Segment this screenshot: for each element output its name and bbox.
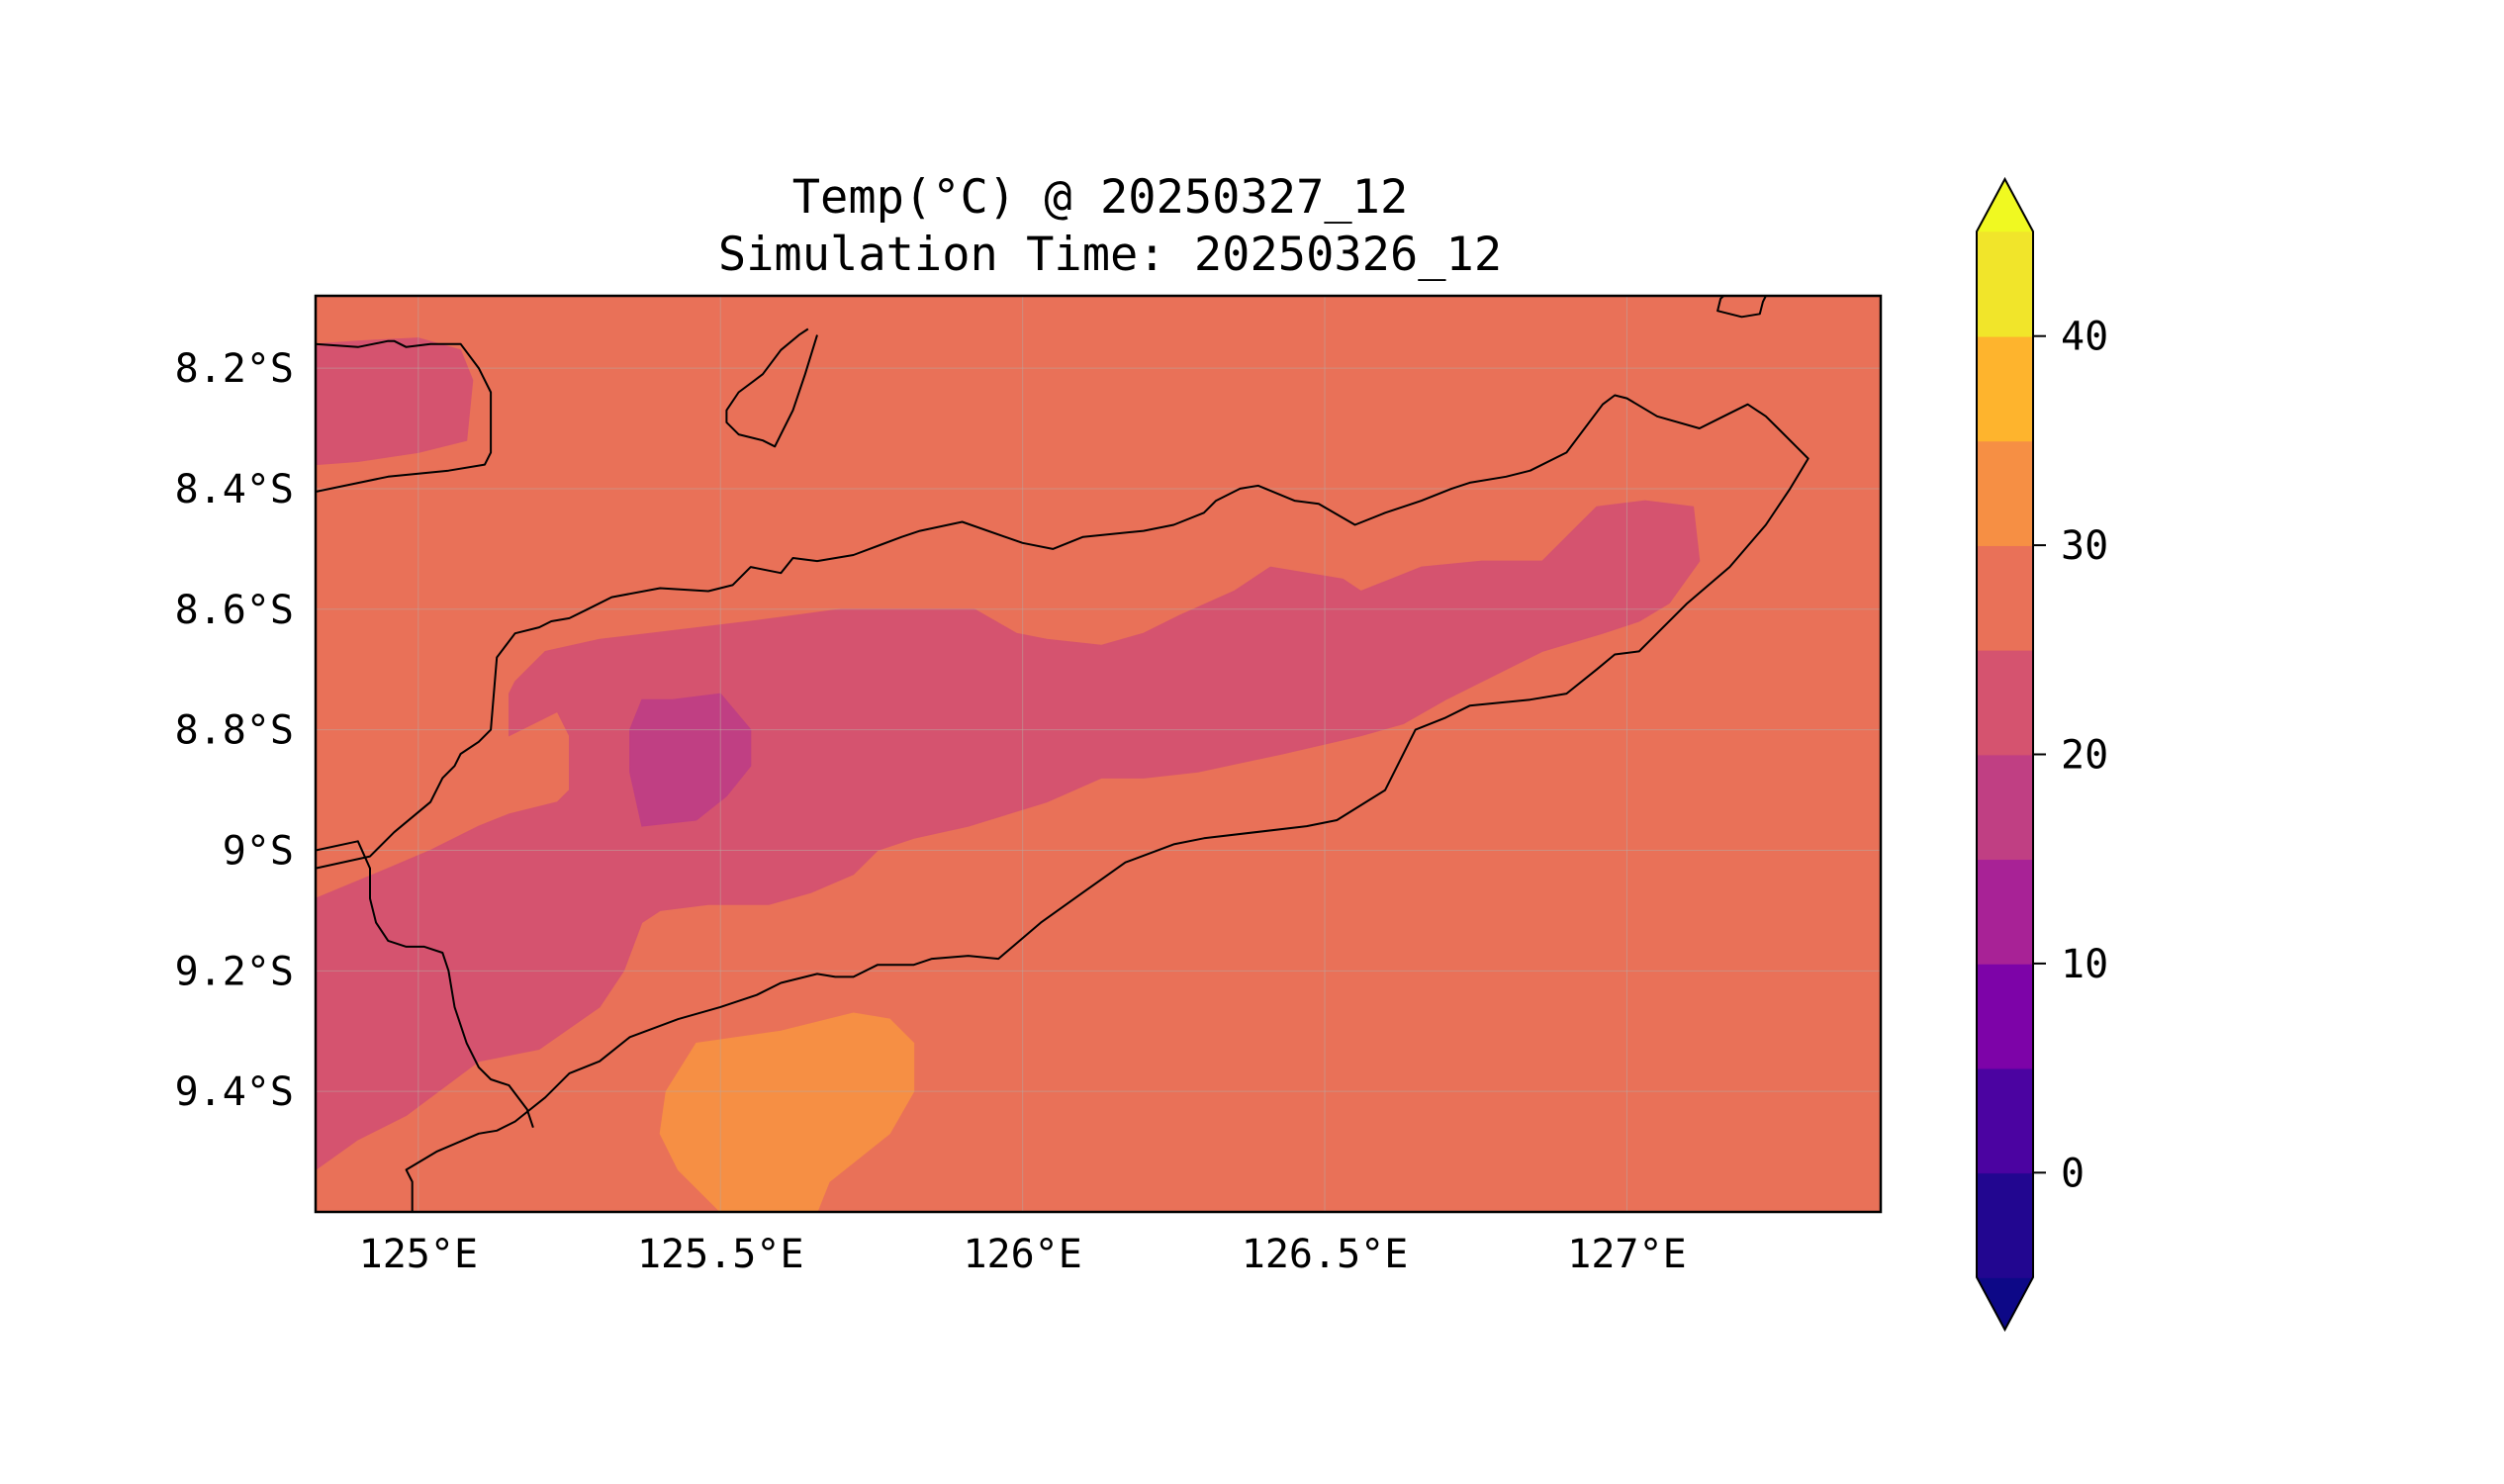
colorbar-segment-6 (1976, 544, 2034, 651)
y-axis-ticks: 8.2°S 8.4°S 8.6°S 8.8°S 9°S 9.2°S 9.4°S (175, 346, 294, 1115)
y-tick-label: 9.2°S (175, 949, 294, 994)
colorbar-segment-4 (1976, 754, 2034, 861)
colorbar-tick-label: 10 (2061, 942, 2108, 987)
coastline-2 (1716, 296, 1767, 319)
x-axis-ticks: 125°E 125.5°E 126°E 126.5°E 127°E (359, 1232, 1687, 1277)
colorbar-tick-label: 20 (2061, 733, 2108, 779)
colorbar-segment-2 (1976, 963, 2034, 1069)
y-tick-label: 9°S (223, 828, 294, 874)
contour-fill-layer (316, 296, 1881, 1212)
x-tick-label: 126.5°E (1242, 1232, 1409, 1277)
contour-region-southern-warm-patch-0 (659, 1012, 915, 1212)
y-tick-label: 8.6°S (175, 588, 294, 633)
y-tick-label: 9.4°S (175, 1069, 294, 1115)
colorbar-segment-5 (1976, 649, 2034, 756)
chart-title: Temp(°C) @ 20250327_12 (792, 170, 1409, 225)
colorbar-segment-7 (1976, 440, 2034, 546)
coastline-4 (316, 840, 534, 1129)
chart-subtitle: Simulation Time: 20250326_12 (718, 228, 1502, 282)
contour-region-timor-interior-cool-0 (316, 500, 1701, 1171)
coastline-3 (316, 394, 1809, 1212)
gridlines (316, 296, 1881, 1212)
x-tick-label: 125.5°E (637, 1232, 804, 1277)
colorbar-segment-1 (1976, 1067, 2034, 1174)
coastline-1 (725, 327, 818, 448)
colorbar-segment-3 (1976, 858, 2034, 965)
colorbar-segment-0 (1976, 1172, 2034, 1278)
x-tick-label: 125°E (359, 1232, 478, 1277)
map-frame (314, 294, 1883, 1214)
x-tick-label: 126°E (963, 1232, 1081, 1277)
y-tick-label: 8.2°S (175, 346, 294, 392)
map-plot-area (314, 294, 1883, 1214)
colorbar: 0 10 20 30 40 (1976, 176, 2108, 1333)
colorbar-tick-label: 40 (2061, 315, 2108, 360)
y-tick-label: 8.8°S (175, 708, 294, 754)
colorbar-outline (1976, 176, 2034, 1333)
coastline-0 (316, 339, 493, 493)
x-tick-label: 127°E (1567, 1232, 1686, 1277)
colorbar-tick-label: 30 (2061, 523, 2108, 569)
contour-region-northwest-cool-patch-0 (316, 337, 474, 466)
y-tick-label: 8.4°S (175, 467, 294, 512)
colorbar-segment-8 (1976, 335, 2034, 442)
coastline-layer (316, 296, 1809, 1212)
colorbar-tick-label: 0 (2061, 1151, 2085, 1196)
colorbar-segment-9 (1976, 231, 2034, 337)
